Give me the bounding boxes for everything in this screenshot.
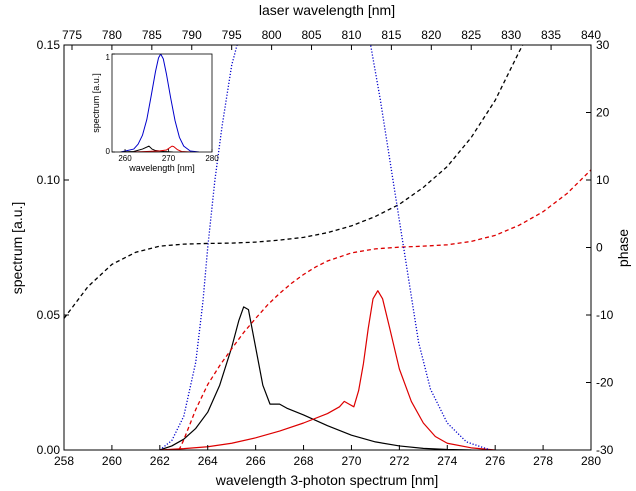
x-bottom-tick-label: 260 xyxy=(102,454,122,468)
y-right-tick-label: -20 xyxy=(596,376,614,390)
y-left-tick-label: 0.15 xyxy=(37,38,61,52)
inset-series-line-3 xyxy=(133,145,191,152)
inset-axis-layer: 260 270 280 0 1 xyxy=(106,53,220,163)
inset-chart: 260 270 280 0 1 wavelength [nm] spectrum [a.… xyxy=(91,53,219,173)
inset-x-tick-label: 280 xyxy=(205,154,219,163)
x-bottom-tick-label: 270 xyxy=(341,454,361,468)
y-axis-right-title: phase xyxy=(615,229,631,267)
x-top-tick-label: 805 xyxy=(302,28,322,42)
x-top-tick-label: 840 xyxy=(581,28,601,42)
y-left-tick-label: 0.10 xyxy=(37,173,61,187)
y-axis-left-title: spectrum [a.u.] xyxy=(9,202,25,295)
y-right-tick-label: 10 xyxy=(596,173,610,187)
series-line-5 xyxy=(159,45,238,450)
x-top-tick-label: 800 xyxy=(262,28,282,42)
series-line-4 xyxy=(178,169,591,450)
inset-series-layer xyxy=(120,54,200,152)
x-top-tick-label: 830 xyxy=(501,28,521,42)
y-right-tick-label: -30 xyxy=(596,443,614,457)
y-right-tick-label: -10 xyxy=(596,308,614,322)
inset-series-line-2 xyxy=(120,145,173,152)
x-axis-top-title: laser wavelength [nm] xyxy=(259,2,395,18)
inset-x-tick-label: 260 xyxy=(118,154,132,163)
x-top-tick-label: 825 xyxy=(461,28,481,42)
series-layer xyxy=(64,45,591,450)
x-top-tick-label: 820 xyxy=(421,28,441,42)
y-right-tick-label: 0 xyxy=(596,241,603,255)
x-bottom-tick-label: 262 xyxy=(150,454,170,468)
inset-x-tick-label: 270 xyxy=(162,154,176,163)
x-bottom-tick-label: 258 xyxy=(54,454,74,468)
x-top-tick-label: 835 xyxy=(541,28,561,42)
x-top-tick-label: 815 xyxy=(381,28,401,42)
inset-y-axis-title: spectrum [a.u.] xyxy=(91,73,101,133)
x-top-tick-label: 785 xyxy=(142,28,162,42)
y-left-tick-label: 0.00 xyxy=(37,443,61,457)
inset-y-tick-label: 0 xyxy=(106,147,111,156)
y-right-tick-label: 30 xyxy=(596,38,610,52)
inset-series-line-1 xyxy=(120,54,200,152)
inset-x-axis-title: wavelength [nm] xyxy=(128,163,195,173)
y-right-tick-label: 20 xyxy=(596,106,610,120)
inset-background xyxy=(112,54,212,152)
series-line-2 xyxy=(159,290,496,450)
y-left-tick-label: 0.05 xyxy=(37,308,61,322)
axis-layer: 258 260 262 264 266 268 270 272 274 276 278 280 775 7… xyxy=(37,28,614,468)
series-line-3 xyxy=(64,45,524,319)
x-top-tick-label: 775 xyxy=(62,28,82,42)
x-bottom-tick-label: 276 xyxy=(485,454,505,468)
x-bottom-tick-label: 272 xyxy=(389,454,409,468)
x-bottom-tick-label: 264 xyxy=(198,454,218,468)
x-bottom-tick-label: 268 xyxy=(294,454,314,468)
x-top-tick-label: 810 xyxy=(341,28,361,42)
x-bottom-tick-label: 274 xyxy=(437,454,457,468)
inset-frame xyxy=(111,53,213,153)
x-top-tick-label: 795 xyxy=(222,28,242,42)
x-bottom-tick-label: 278 xyxy=(533,454,553,468)
x-bottom-tick-label: 266 xyxy=(246,454,266,468)
series-line-1 xyxy=(159,306,472,450)
x-top-tick-label: 780 xyxy=(102,28,122,42)
inset-y-tick-label: 1 xyxy=(106,53,111,62)
x-axis-bottom-title: wavelength 3-photon spectrum [nm] xyxy=(215,472,439,488)
x-bottom-tick-label: 280 xyxy=(581,454,601,468)
x-top-tick-label: 790 xyxy=(182,28,202,42)
